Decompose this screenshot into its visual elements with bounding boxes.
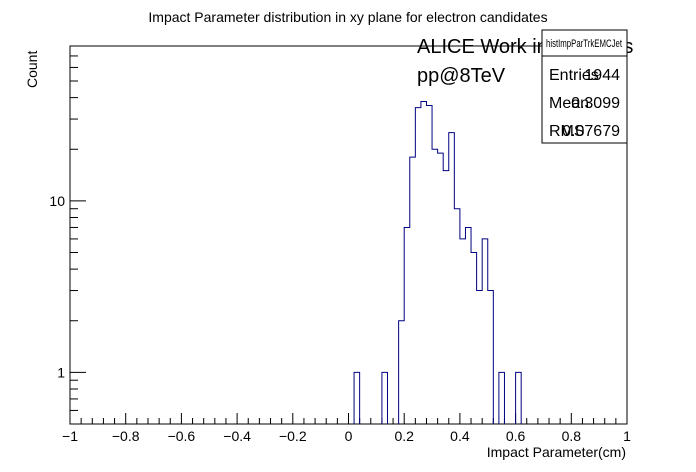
histogram-bin	[382, 372, 388, 424]
histogram-bin	[471, 253, 477, 424]
stats-entries-label: Entries	[549, 67, 599, 84]
x-tick-label: 0.2	[394, 428, 414, 444]
plot-area: −1 −0.8 −0.6 −0.4 −0.2 0 0.2 0.4 0.6 0.8 1 1 10	[49, 45, 631, 444]
stats-box-name: histImpParTrkEMCJet	[546, 38, 622, 50]
stats-box-frame	[541, 29, 628, 144]
histogram-line	[353, 100, 522, 424]
x-tick-label: 0.8	[562, 428, 582, 444]
histogram-bin	[354, 372, 360, 424]
histogram-bin	[404, 227, 410, 424]
annotation-energy: pp@8TeV	[417, 65, 506, 87]
histogram-bin	[399, 321, 405, 424]
stats-mean-value: 0.3099	[571, 95, 620, 112]
histogram-bin	[410, 157, 416, 424]
x-tick-label: −1	[62, 428, 78, 444]
x-tick-label: −0.2	[279, 428, 307, 444]
stats-rms-label: RMS	[549, 123, 585, 140]
histogram-bin	[465, 227, 471, 424]
chart-title: Impact Parameter distribution in xy plan…	[148, 9, 547, 25]
histogram-bin	[454, 209, 460, 424]
histogram-bin	[415, 108, 421, 424]
x-tick-label: 0.4	[450, 428, 470, 444]
histogram-bin	[516, 372, 522, 424]
y-tick-label: 1	[57, 364, 65, 380]
x-tick-label: −0.4	[223, 428, 251, 444]
stats-box: histImpParTrkEMCJet Entries 1944 Mean 0.…	[541, 29, 628, 144]
x-tick-label: 1	[623, 428, 631, 444]
histogram-bin	[460, 239, 466, 424]
histogram-bin	[499, 372, 505, 424]
histogram-bin	[449, 133, 455, 424]
histogram-bin	[432, 149, 438, 424]
x-axis-label: Impact Parameter(cm)	[487, 444, 626, 460]
stats-rms-value: 0.07679	[562, 123, 620, 140]
histogram-bin	[477, 291, 483, 424]
histogram-bin	[443, 171, 449, 424]
histogram-bin	[438, 153, 444, 424]
histogram-bin	[482, 239, 488, 424]
x-tick-label: 0	[345, 428, 353, 444]
histogram-bin	[488, 291, 494, 424]
y-axis-ticks: 1 10	[49, 45, 86, 425]
y-tick-label: 10	[49, 193, 65, 209]
y-axis-label: Count	[24, 51, 40, 88]
stats-entries-value: 1944	[584, 67, 620, 84]
x-tick-label: −0.6	[168, 428, 196, 444]
stats-mean-label: Mean	[549, 95, 589, 112]
x-tick-label: −0.8	[112, 428, 140, 444]
x-tick-label: 0.6	[506, 428, 526, 444]
x-axis-ticks: −1 −0.8 −0.6 −0.4 −0.2 0 0.2 0.4 0.6 0.8 1	[62, 413, 631, 444]
histogram-bin	[426, 105, 432, 424]
histogram-bin	[421, 101, 427, 424]
